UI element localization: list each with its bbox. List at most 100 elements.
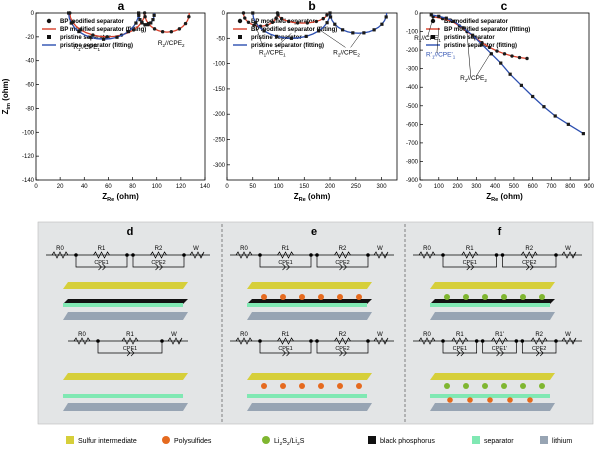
- element-label: R1: [98, 246, 106, 252]
- annotation-arrow: [466, 31, 471, 77]
- data-point: [581, 132, 585, 136]
- lithium-layer: [247, 403, 372, 411]
- legend-square-marker: [47, 35, 51, 39]
- element-label: R2: [525, 246, 533, 252]
- data-point: [137, 13, 141, 17]
- y-tick-label: -700: [406, 141, 419, 147]
- legend-label: pristine separator: [60, 35, 111, 41]
- warburg-subscript: s: [572, 253, 574, 258]
- cpe-label: CPE1: [278, 346, 292, 352]
- x-tick-label: 300: [377, 184, 388, 190]
- sulfur-layer: [430, 373, 555, 380]
- particle-ball: [318, 383, 324, 389]
- data-point: [372, 28, 376, 32]
- legend-label: BP modified separator (fitting): [251, 27, 337, 33]
- legend-square-marker: [238, 35, 242, 39]
- resistor-symbol: [167, 337, 183, 345]
- data-point: [88, 35, 92, 39]
- particle-ball: [280, 383, 286, 389]
- resistor-symbol: [561, 337, 577, 345]
- data-point: [126, 29, 130, 34]
- cpe-symbol: [98, 263, 106, 271]
- data-point: [254, 21, 258, 25]
- y-tick-label: -200: [406, 48, 419, 54]
- data-point: [437, 14, 441, 18]
- data-point: [519, 83, 523, 87]
- data-point: [149, 21, 153, 25]
- resistor-symbol: [73, 337, 91, 345]
- particle-ball: [356, 383, 362, 389]
- y-tick-label: -300: [213, 163, 226, 169]
- bp-layer: [63, 299, 188, 304]
- data-point: [553, 114, 557, 118]
- y-tick-label: -150: [213, 87, 226, 93]
- panel-label-b: b: [308, 0, 315, 13]
- separator-layer: [247, 303, 367, 307]
- data-point: [69, 21, 73, 25]
- annotation-arrow: [427, 17, 434, 38]
- data-point: [461, 26, 465, 30]
- legend-swatch: [262, 436, 270, 444]
- x-tick-label: 300: [471, 184, 482, 190]
- x-tick-label: 60: [105, 184, 112, 190]
- legend-label: pristine separator (fitting): [60, 43, 133, 49]
- particle-ball: [463, 383, 469, 389]
- annotation-arrow: [350, 33, 362, 48]
- data-point: [265, 23, 269, 27]
- element-label: R1: [126, 332, 134, 338]
- cpe-symbol: [339, 349, 347, 357]
- data-point: [243, 16, 247, 20]
- x-axis-label: ZRe (ohm): [294, 192, 331, 203]
- data-point: [275, 34, 279, 38]
- legend-circle-marker: [237, 18, 243, 24]
- cpe-symbol: [526, 263, 534, 271]
- data-point: [251, 11, 255, 15]
- particle-ball: [482, 294, 488, 300]
- cpe-label: CPE1: [123, 346, 137, 352]
- plot-frame: [35, 12, 206, 181]
- element-label: R0: [240, 246, 248, 252]
- data-point: [444, 16, 448, 20]
- plot-frame: [226, 12, 398, 181]
- particle-ball: [337, 383, 343, 389]
- data-point: [152, 27, 157, 31]
- data-point: [115, 35, 119, 39]
- element-label: R0: [423, 246, 431, 252]
- data-point: [102, 37, 106, 41]
- data-point: [495, 49, 499, 53]
- y-tick-label: -120: [22, 154, 35, 160]
- data-point: [134, 21, 138, 25]
- legend-swatch: [66, 436, 74, 444]
- cpe-symbol: [339, 263, 347, 271]
- annotation-label: R2//CPE2: [158, 40, 185, 48]
- element-label: R2: [535, 332, 543, 338]
- cpe-symbol: [456, 349, 465, 357]
- cpe-label: CPE1: [463, 260, 477, 266]
- schematic-panel-f: f R0 R1 CPE1 R2 CPE2 Ws R0 R1 CPE1 R1' CPE1' R2 CPE2 W…: [413, 226, 582, 411]
- y-tick-label: -400: [406, 85, 419, 91]
- x-tick-label: 500: [509, 184, 520, 190]
- sulfur-layer: [63, 373, 188, 380]
- sulfur-layer: [430, 282, 555, 289]
- y-tick-label: -80: [25, 106, 34, 112]
- lithium-layer: [430, 403, 555, 411]
- warburg-subscript: s: [384, 339, 386, 344]
- resistor-symbol: [461, 251, 479, 259]
- data-point: [143, 23, 147, 27]
- data-point: [517, 55, 522, 60]
- element-label: R1: [282, 332, 290, 338]
- x-tick-label: 140: [200, 184, 211, 190]
- element-label: R1: [466, 246, 474, 252]
- data-point: [566, 122, 570, 126]
- particle-ball: [337, 294, 343, 300]
- y-tick-label: -140: [22, 178, 35, 184]
- x-tick-label: 400: [490, 184, 501, 190]
- legend-label: pristine separator: [444, 35, 495, 41]
- element-label: W: [193, 246, 199, 252]
- x-axis-label: ZRe (ohm): [486, 192, 523, 203]
- resistor-symbol: [277, 337, 294, 345]
- legend-label: Sulfur intermediate: [78, 438, 137, 445]
- x-tick-label: 120: [176, 184, 187, 190]
- data-point: [304, 34, 308, 38]
